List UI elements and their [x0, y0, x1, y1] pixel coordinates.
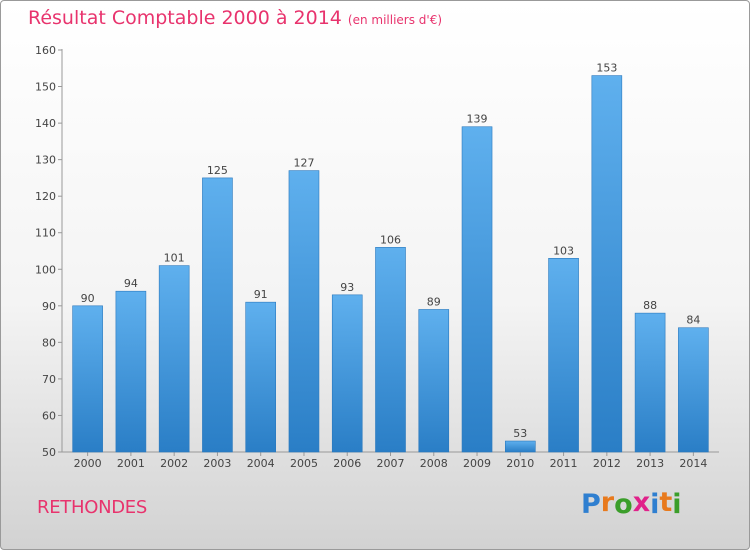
bar-value-label: 53: [513, 427, 527, 440]
x-tick-label: 2000: [74, 457, 102, 470]
y-tick-label: 80: [42, 336, 56, 349]
x-tick-label: 2004: [247, 457, 275, 470]
bar: [288, 170, 320, 453]
y-tick-label: 90: [42, 300, 56, 313]
y-tick-label: 100: [35, 263, 56, 276]
bar: [591, 75, 623, 453]
logo-letter: x: [632, 487, 651, 518]
x-tick-label: 2010: [506, 457, 534, 470]
x-tick-label: 2003: [203, 457, 231, 470]
bar: [202, 177, 233, 453]
y-tick-label: 70: [42, 373, 56, 386]
y-tick-label: 130: [35, 154, 56, 167]
bar-value-label: 125: [207, 164, 228, 177]
bar-value-label: 89: [427, 295, 441, 308]
bar: [158, 265, 190, 453]
y-tick-label: 140: [35, 117, 56, 130]
bar-value-label: 94: [124, 277, 138, 290]
logo-letter: t: [659, 487, 673, 518]
bar-value-label: 153: [596, 62, 617, 75]
bar-value-label: 103: [553, 244, 574, 257]
chart-subtitle: (en milliers d'€): [347, 13, 443, 27]
x-tick-label: 2001: [117, 457, 145, 470]
chart-title-block: Résultat Comptable 2000 à 2014 (en millie…: [28, 7, 442, 29]
x-tick-label: 2005: [290, 457, 318, 470]
bar: [115, 290, 147, 453]
logo-letter: r: [600, 487, 615, 518]
town-name: RETHONDES: [37, 497, 148, 518]
bar: [634, 312, 666, 453]
bar-value-label: 106: [380, 233, 401, 246]
logo-letter: i: [672, 489, 682, 520]
x-tick-label: 2014: [679, 457, 707, 470]
proxiti-logo[interactable]: Proxiti: [581, 487, 682, 520]
x-tick-label: 2008: [420, 457, 448, 470]
y-tick-label: 50: [42, 446, 56, 459]
bar: [72, 305, 103, 453]
x-tick-label: 2007: [377, 457, 405, 470]
y-tick-label: 120: [35, 190, 56, 203]
bar: [678, 327, 709, 453]
y-tick-label: 150: [35, 81, 56, 94]
x-tick-label: 2012: [593, 457, 621, 470]
bar-value-label: 84: [686, 314, 700, 327]
bar: [245, 301, 276, 453]
bar-value-label: 101: [164, 252, 185, 265]
chart-title: Résultat Comptable 2000 à 2014: [28, 7, 342, 29]
bar-value-label: 90: [81, 292, 95, 305]
bar: [504, 440, 536, 453]
bar-value-label: 93: [340, 281, 354, 294]
bar: [331, 294, 363, 453]
bar-value-label: 88: [643, 299, 657, 312]
bar-value-label: 127: [293, 157, 314, 170]
x-tick-label: 2011: [550, 457, 578, 470]
y-tick-label: 160: [35, 44, 56, 57]
x-tick-label: 2009: [463, 457, 491, 470]
bar: [375, 247, 406, 453]
bar: [548, 258, 579, 453]
bar-value-label: 91: [254, 288, 268, 301]
y-tick-label: 60: [42, 409, 56, 422]
bar: [418, 309, 450, 453]
logo-letter: i: [650, 489, 660, 520]
bar: [461, 126, 493, 453]
x-tick-label: 2006: [333, 457, 361, 470]
logo-letter: o: [614, 489, 633, 520]
x-tick-label: 2013: [636, 457, 664, 470]
y-tick-label: 110: [35, 227, 56, 240]
x-tick-label: 2002: [160, 457, 188, 470]
logo-letter: P: [581, 489, 601, 520]
bar-value-label: 139: [467, 113, 488, 126]
